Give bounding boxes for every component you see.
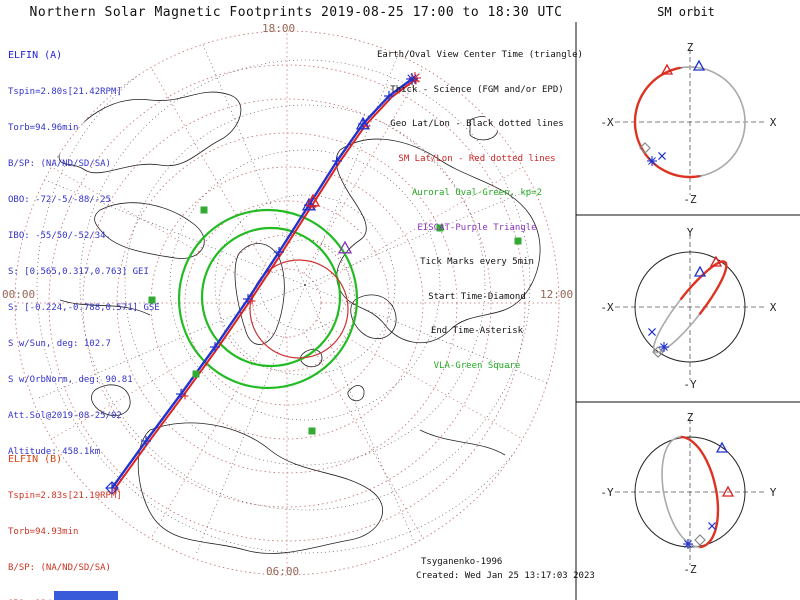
elfin-a-line: S: [0.565,0.317,0.763] GEI [8,267,149,277]
elfin-a-line: Torb=94.96min [8,123,79,133]
legend-line: Auroral Oval-Green, kp=2 [411,188,543,198]
coastlines [58,91,541,554]
elfin-a-info: ELFIN (A) Tspin=2.80s[21.42RPM] Torb=94.… [8,26,160,482]
orbit-axis-label: X [770,116,777,129]
orbit-axis-label: -Y [600,486,614,499]
elfin-a-line: S w/OrbNorm, deg: 90.81 [8,375,133,385]
orbit-axis-label: -Y [683,378,697,391]
auroral-oval [177,208,359,390]
orbit-axis-label: -Z [683,563,697,576]
legend-line: SM Lat/Lon - Red dotted lines [398,153,556,164]
mlt-label-18: 18:00 [262,22,296,35]
orbit-axis-label: Y [687,226,694,239]
legend-line: EISCAT-Purple Triangle [417,222,537,233]
elfin-b-header: ELFIN (B) [8,454,63,465]
orbit-axis-label: Z [687,411,694,424]
mlt-label-12: 12:00 [540,288,574,301]
sm-grid [14,30,560,576]
elfin-a-line: IBO: -55/50/-52/34. [8,231,111,241]
bottom-left-blue-artifact [54,591,118,600]
legend-line: VLA-Green Square [433,360,521,371]
model-label: Tsyganenko-1996 [421,557,503,567]
legend-line: Geo Lat/Lon - Black dotted lines [390,119,564,129]
elfin-a-header: ELFIN (A) [8,50,63,61]
elfin-b-line: B/SP: (NA/ND/SD/SA) [8,563,111,573]
elfin-a-line: Att.Sol@2019-08-25/02 [8,411,122,421]
elfin-a-line: S w/Sun, deg: 102.7 [8,339,111,349]
elfin-a-line: Tspin=2.80s[21.42RPM] [8,87,122,97]
legend-line: Start Time-Diamond [428,291,526,302]
sm-orbit-title: SM orbit [657,5,715,19]
sm-orbit-panels: Z -Z -X X Y -Y -X X Z -Z -Y Y [600,41,776,576]
legend-line: End Time-Asterisk [430,326,524,336]
orbit-axis-label: X [770,301,777,314]
plot-dynamic-layer: Z -Z -X X Y -Y -X X Z -Z -Y Y [14,30,777,576]
map-legend: Earth/Oval View Center Time (triangle) T… [377,27,583,395]
footprint-track [105,72,421,495]
elfin-a-line: B/SP: (NA/ND/SD/SA) [8,159,111,169]
legend-line: Earth/Oval View Center Time (triangle) [377,50,583,60]
mlt-label-06: 06:00 [266,565,300,578]
panel-dividers [575,22,800,600]
elfin-a-line: S: [-0.224,-0.788,0.571] GSE [8,303,160,313]
orbit-axis-label: Y [770,486,777,499]
mlt-label-00: 00:00 [2,288,36,301]
orbit-axis-label: Z [687,41,694,54]
elfin-a-line: Altitude: 458.1km [8,447,101,457]
legend-line: Tick Marks every 5min [420,257,534,267]
orbit-axis-label: -X [600,301,614,314]
created-label: Created: Wed Jan 25 13:17:03 2023 [416,571,595,581]
orbit-axis-label: -Z [683,193,697,206]
elfin-b-line: Tspin=2.83s[21.19RPM] [8,491,122,501]
ground-sites [148,206,522,435]
elfin-b-info: ELFIN (B) Tspin=2.83s[21.19RPM] Torb=94.… [8,430,165,600]
orbit-axis-label: -X [600,116,614,129]
legend-line: Thick - Science (FGM and/or EPD) [390,84,564,95]
elfin-b-line: Torb=94.93min [8,527,79,537]
elfin-a-line: OBO: -72/-5/-88/-25 [8,195,111,205]
plot-title: Northern Solar Magnetic Footprints 2019-… [29,5,563,20]
